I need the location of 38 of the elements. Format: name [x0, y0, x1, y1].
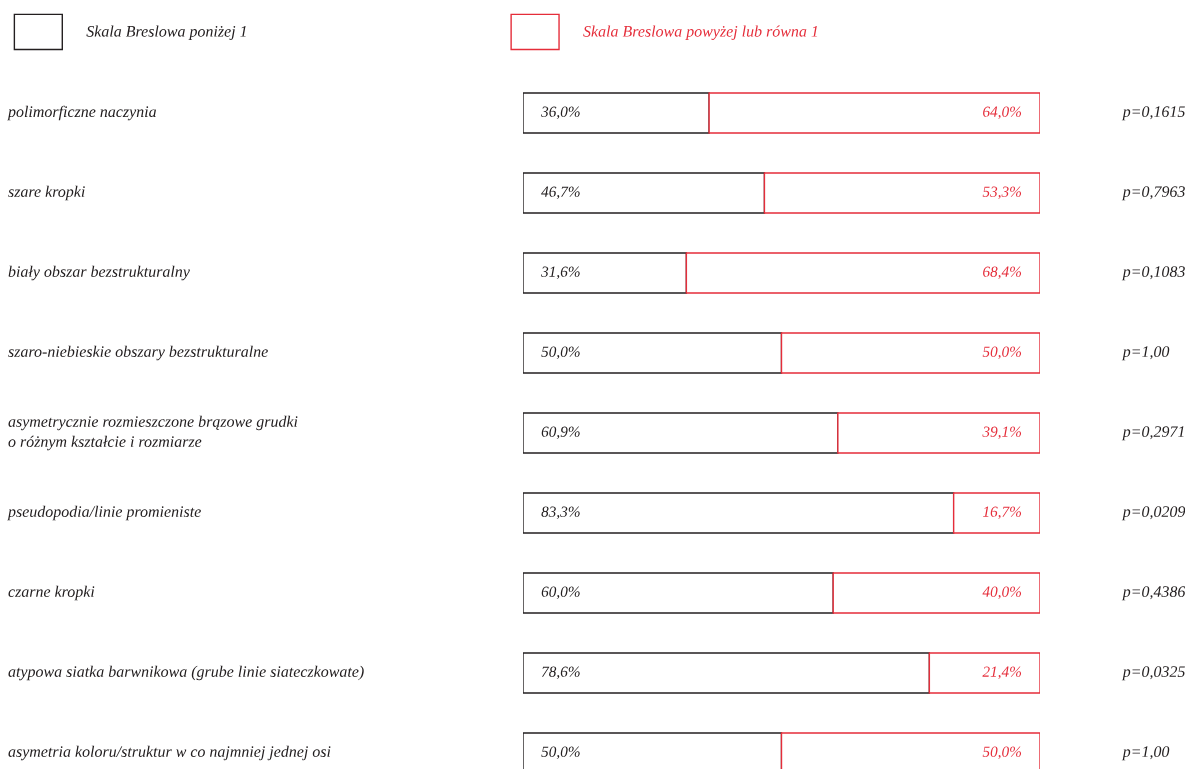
data-label: 21,4%	[982, 666, 1022, 680]
y-tick-label: szare kropki	[8, 185, 85, 201]
data-label: 31,6%	[541, 266, 580, 280]
text: p=0,0209	[1121, 506, 1185, 521]
text: p=1,00	[1121, 346, 1170, 361]
text: p=0,0325	[1121, 666, 1185, 681]
data-label: 36,0%	[541, 106, 580, 120]
data-label: 46,7%	[541, 186, 580, 200]
data-label: 40,0%	[982, 586, 1022, 600]
data-label: 50,0%	[541, 346, 580, 360]
text: p=1,00	[1121, 746, 1170, 761]
data-label: 50,0%	[541, 746, 580, 760]
text: p=0,1615	[1121, 106, 1185, 121]
y-tick-label: pseudopodia/linie promieniste	[7, 505, 201, 521]
data-label: 39,1%	[982, 426, 1022, 440]
legend-label: Skala Breslowa poniżej 1	[86, 25, 246, 40]
text: p=0,4386	[1121, 586, 1185, 601]
y-tick-label: asymetria koloru/struktur w co najmniej jednej osi	[8, 745, 331, 761]
y-tick-label: polimorficzne naczynia	[7, 105, 157, 121]
y-tick-label: atypowa siatka barwnikowa (grube linie siateczkowate)	[8, 665, 364, 681]
data-label: 78,6%	[541, 666, 580, 680]
y-tick-label: szaro-niebieskie obszary bezstrukturalne	[8, 345, 268, 361]
y-tick-label: biały obszar bezstrukturalny	[8, 265, 190, 281]
y-tick-label: asymetrycznie rozmieszczone brązowe grudki o różnym kształcie i rozmiarze	[8, 415, 298, 451]
data-label: 53,3%	[982, 186, 1022, 200]
data-label: 64,0%	[983, 106, 1022, 120]
data-label: 16,7%	[982, 506, 1022, 520]
data-label: 60,9%	[541, 426, 580, 440]
y-tick-label: czarne kropki	[8, 585, 95, 601]
data-label: 83,3%	[541, 506, 580, 520]
data-label: 50,0%	[982, 746, 1022, 760]
data-label: 68,4%	[983, 266, 1022, 280]
text: p=0,2971	[1121, 426, 1184, 441]
text: p=0,1083	[1121, 266, 1185, 281]
data-label: 50,0%	[982, 346, 1022, 360]
legend-label: Skala Breslowa powyżej lub równa 1	[583, 25, 818, 41]
text: p=0,7963	[1121, 186, 1185, 201]
data-label: 60,0%	[541, 586, 580, 600]
